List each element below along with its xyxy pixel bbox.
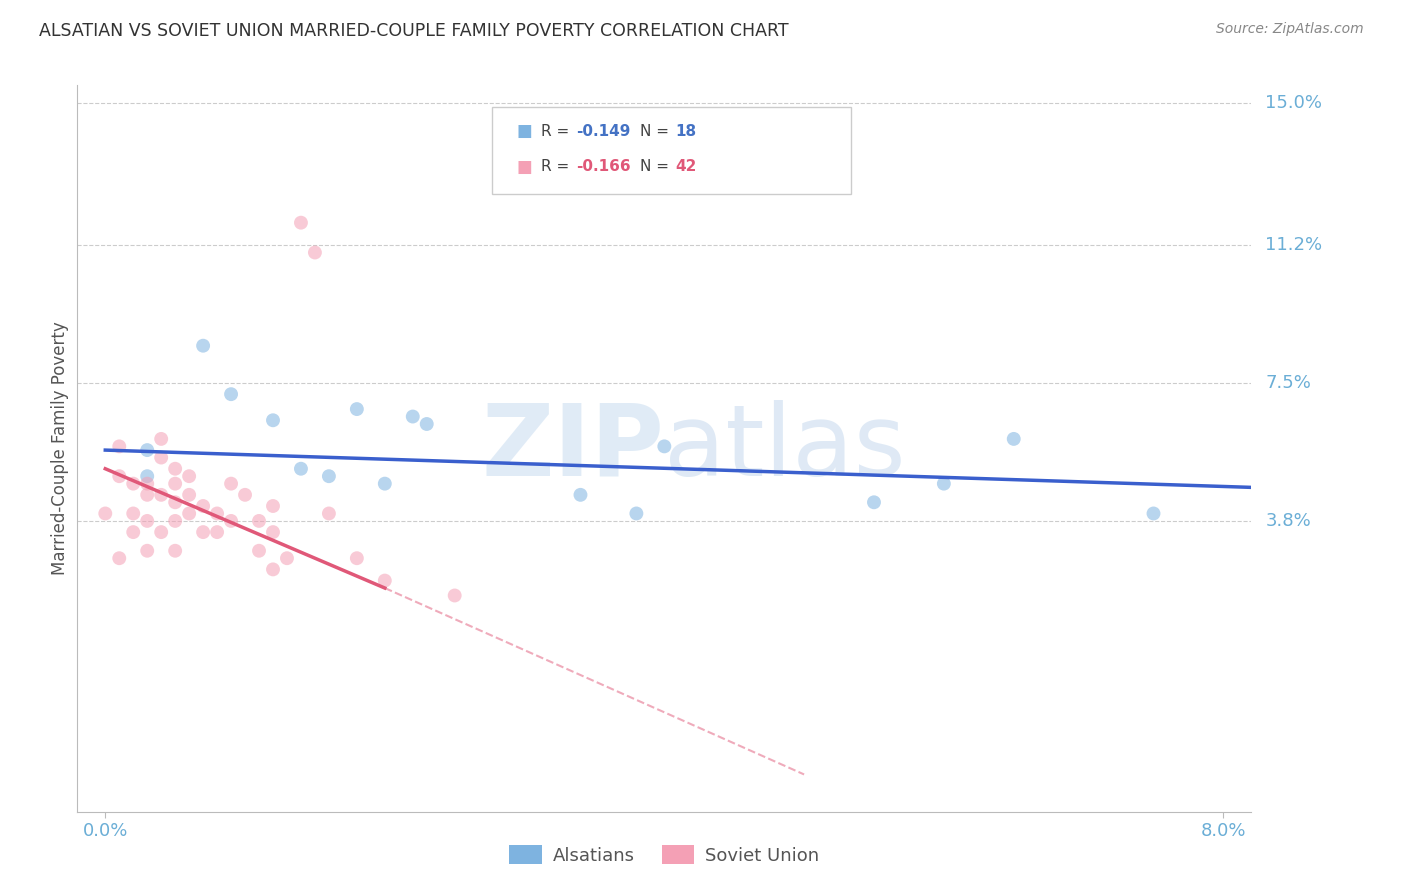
Point: [304, 245, 326, 260]
Text: 11.2%: 11.2%: [1265, 236, 1323, 254]
Text: ■: ■: [516, 122, 531, 140]
Point: [191, 499, 214, 513]
Point: [136, 543, 159, 558]
Y-axis label: Married-Couple Family Poverty: Married-Couple Family Poverty: [51, 321, 69, 575]
Point: [94, 507, 117, 521]
Text: Source: ZipAtlas.com: Source: ZipAtlas.com: [1216, 22, 1364, 37]
Point: [191, 525, 214, 540]
Point: [150, 488, 173, 502]
Point: [262, 413, 284, 427]
Text: 42: 42: [675, 160, 696, 174]
Point: [416, 417, 439, 431]
Point: [108, 551, 131, 566]
Point: [165, 476, 187, 491]
Point: [191, 339, 214, 353]
Point: [179, 507, 201, 521]
Point: [136, 476, 159, 491]
Point: [290, 461, 312, 475]
Point: [179, 488, 201, 502]
Point: [219, 514, 242, 528]
Point: [1142, 507, 1164, 521]
Point: [122, 525, 145, 540]
Point: [179, 469, 201, 483]
Point: [276, 551, 298, 566]
Point: [205, 507, 228, 521]
Point: [136, 443, 159, 458]
Point: [233, 488, 256, 502]
Point: [262, 525, 284, 540]
Point: [108, 469, 131, 483]
Point: [626, 507, 648, 521]
Point: [150, 525, 173, 540]
Text: -0.149: -0.149: [576, 124, 631, 138]
Point: [652, 439, 675, 453]
Text: ZIP: ZIP: [481, 400, 665, 497]
Point: [318, 469, 340, 483]
Point: [136, 469, 159, 483]
Point: [402, 409, 425, 424]
Point: [443, 589, 465, 603]
Text: ALSATIAN VS SOVIET UNION MARRIED-COUPLE FAMILY POVERTY CORRELATION CHART: ALSATIAN VS SOVIET UNION MARRIED-COUPLE …: [39, 22, 789, 40]
Point: [863, 495, 886, 509]
Point: [136, 514, 159, 528]
Point: [247, 514, 270, 528]
Point: [165, 461, 187, 475]
Point: [165, 543, 187, 558]
Point: [290, 216, 312, 230]
Point: [205, 525, 228, 540]
Text: -0.166: -0.166: [576, 160, 631, 174]
Point: [374, 574, 396, 588]
Point: [165, 514, 187, 528]
Text: 15.0%: 15.0%: [1265, 95, 1322, 112]
Text: 3.8%: 3.8%: [1265, 512, 1310, 530]
Point: [150, 432, 173, 446]
Text: atlas: atlas: [665, 400, 905, 497]
Point: [346, 402, 368, 417]
Legend: Alsatians, Soviet Union: Alsatians, Soviet Union: [502, 838, 827, 871]
Point: [932, 476, 955, 491]
Point: [108, 439, 131, 453]
Point: [219, 387, 242, 401]
Text: R =: R =: [541, 160, 575, 174]
Point: [136, 488, 159, 502]
Text: N =: N =: [640, 124, 673, 138]
Point: [122, 476, 145, 491]
Point: [247, 543, 270, 558]
Point: [262, 499, 284, 513]
Text: R =: R =: [541, 124, 575, 138]
Point: [150, 450, 173, 465]
Point: [346, 551, 368, 566]
Text: N =: N =: [640, 160, 673, 174]
Point: [318, 507, 340, 521]
Point: [569, 488, 592, 502]
Point: [374, 476, 396, 491]
Text: 18: 18: [675, 124, 696, 138]
Point: [165, 495, 187, 509]
Text: ■: ■: [516, 158, 531, 176]
Text: 7.5%: 7.5%: [1265, 374, 1312, 392]
Point: [122, 507, 145, 521]
Point: [262, 562, 284, 576]
Point: [1002, 432, 1025, 446]
Point: [219, 476, 242, 491]
